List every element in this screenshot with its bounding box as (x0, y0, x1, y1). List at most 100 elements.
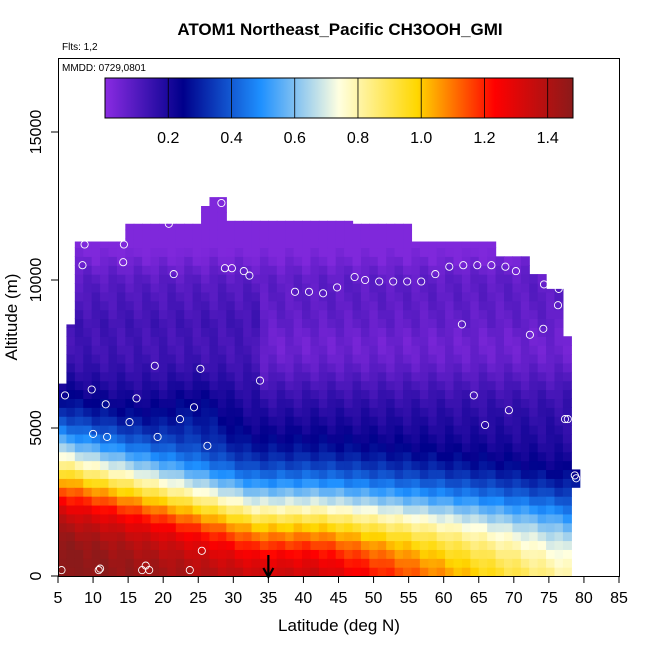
heatmap-cell (150, 558, 160, 568)
heatmap-cell (150, 496, 160, 506)
heatmap-cell (377, 223, 387, 231)
heatmap-cell (394, 407, 404, 417)
heatmap-cell (167, 549, 177, 559)
heatmap-cell (512, 380, 522, 391)
heatmap-cell (133, 504, 143, 515)
heatmap-cell (91, 540, 101, 550)
heatmap-cell (108, 407, 118, 417)
heatmap-cell (318, 327, 328, 337)
heatmap-cell (411, 487, 421, 497)
flight-point (101, 400, 110, 409)
heatmap-cell (217, 451, 227, 462)
heatmap-cell (167, 433, 177, 444)
heatmap-cell (470, 282, 480, 293)
heatmap-cell (276, 398, 286, 408)
heatmap-cell (158, 425, 168, 435)
heatmap-cell (554, 362, 564, 373)
heatmap-cell (142, 442, 152, 453)
heatmap-cell (453, 478, 463, 488)
flight-point (80, 240, 89, 249)
heatmap-cell (226, 433, 236, 444)
heatmap-cell (243, 549, 253, 559)
heatmap-cell (201, 425, 211, 435)
heatmap-cell (293, 300, 303, 311)
heatmap-cell (58, 451, 68, 462)
heatmap-cell (470, 442, 480, 453)
heatmap-cell (386, 522, 396, 533)
heatmap-cell (150, 460, 160, 471)
heatmap-cell (377, 522, 387, 533)
heatmap-cell (58, 549, 68, 559)
heatmap-cell (167, 380, 177, 391)
heatmap-cell (394, 504, 404, 515)
heatmap-cell (344, 389, 354, 399)
heatmap-cell (217, 220, 227, 231)
heatmap-cell (461, 451, 471, 462)
heatmap-cell (478, 291, 488, 302)
heatmap-cell (445, 504, 455, 515)
heatmap-cell (546, 451, 556, 462)
heatmap-cell (268, 371, 278, 382)
heatmap-cell (327, 291, 337, 302)
flight-point (553, 301, 563, 310)
heatmap-cell (226, 460, 236, 471)
heatmap-cell (453, 496, 463, 506)
heatmap-cell (209, 549, 219, 559)
heatmap-cell (537, 558, 547, 568)
colorbar-tick-label: 0.6 (284, 130, 306, 147)
heatmap-cell (403, 425, 413, 435)
heatmap-cell (403, 247, 413, 257)
heatmap-cell (158, 291, 168, 302)
heatmap-cell (403, 407, 413, 417)
heatmap-cell (520, 540, 530, 550)
heatmap-cell (470, 567, 480, 577)
heatmap-cell (116, 567, 126, 577)
heatmap-cell (175, 469, 185, 479)
heatmap-cell (419, 300, 429, 311)
heatmap-cell (377, 238, 387, 249)
heatmap-cell (369, 549, 379, 559)
heatmap-cell (445, 416, 455, 426)
heatmap-cell (209, 247, 219, 257)
heatmap-cell (243, 407, 253, 417)
flight-point (196, 364, 205, 373)
heatmap-cell (259, 389, 269, 399)
heatmap-cell (116, 309, 126, 320)
heatmap-cell (369, 371, 379, 382)
heatmap-cell (554, 309, 564, 320)
heatmap-cell (453, 256, 463, 266)
heatmap-cell (226, 345, 236, 355)
heatmap-cell (234, 549, 244, 559)
heatmap-cell (537, 371, 547, 382)
flight-point (255, 376, 265, 385)
heatmap-cell (377, 451, 387, 462)
heatmap-cell (142, 425, 152, 435)
heatmap-cell (394, 442, 404, 453)
heatmap-cell (217, 274, 227, 284)
heatmap-cell (318, 362, 328, 373)
heatmap-cell (436, 567, 446, 577)
heatmap-cell (436, 469, 446, 479)
heatmap-cell (108, 241, 118, 249)
heatmap-cell (411, 451, 421, 462)
heatmap-cell (302, 540, 312, 550)
heatmap-cell (478, 327, 488, 337)
heatmap-cell (91, 247, 101, 257)
heatmap-cell (192, 522, 202, 533)
heatmap-cell (428, 309, 438, 320)
heatmap-cell (327, 469, 337, 479)
heatmap-cell (83, 256, 93, 266)
heatmap-cell (133, 540, 143, 550)
heatmap-cell (201, 513, 211, 524)
heatmap-cell (268, 380, 278, 391)
heatmap-cell (142, 327, 152, 337)
heatmap-cell (66, 433, 76, 444)
heatmap-cell (520, 567, 530, 577)
heatmap-cell (251, 407, 261, 417)
heatmap-cell (276, 256, 286, 266)
heatmap-cell (411, 513, 421, 524)
heatmap-cell (150, 416, 160, 426)
heatmap-cell (66, 442, 76, 453)
heatmap-cell (352, 504, 362, 515)
flight-point (227, 264, 236, 273)
